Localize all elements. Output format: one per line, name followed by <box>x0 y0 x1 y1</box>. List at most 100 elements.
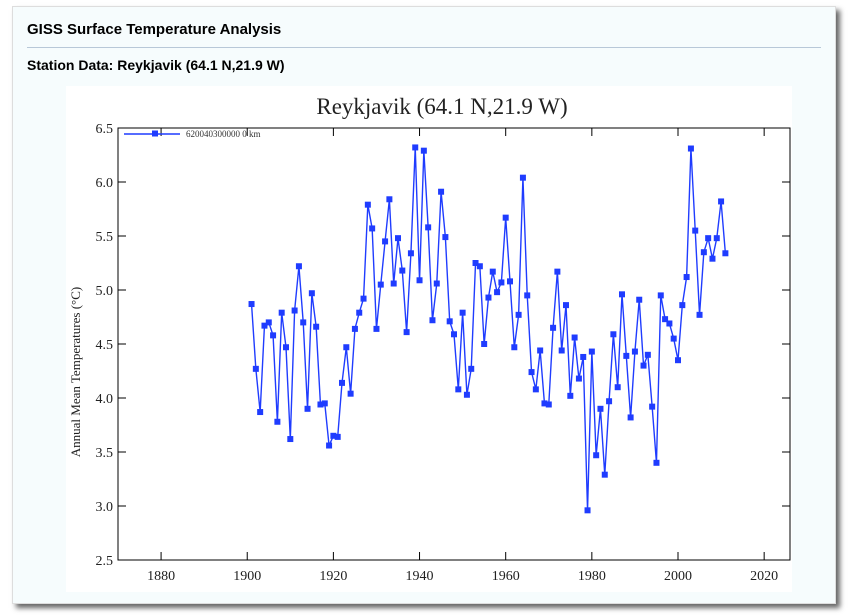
data-point <box>317 401 324 408</box>
data-point <box>399 267 406 274</box>
data-point <box>580 353 587 360</box>
data-point <box>369 225 376 232</box>
temperature-chart: Reykjavik (64.1 N,21.9 W) Annual Mean Te… <box>66 86 792 592</box>
data-point <box>308 290 315 297</box>
y-tick-label: 6.5 <box>96 122 114 137</box>
x-tick-label: 1880 <box>147 569 175 584</box>
data-point <box>321 400 328 407</box>
data-point <box>489 268 496 275</box>
data-point <box>459 309 466 316</box>
data-point <box>252 365 259 372</box>
data-point <box>364 201 371 208</box>
data-point <box>356 309 363 316</box>
data-point <box>700 249 707 256</box>
data-point <box>351 325 358 332</box>
data-point <box>416 277 423 284</box>
data-point <box>610 331 617 338</box>
data-point <box>373 325 380 332</box>
y-tick-label: 4.5 <box>96 338 114 353</box>
data-point <box>692 227 699 234</box>
data-point <box>623 352 630 359</box>
data-point <box>554 268 561 275</box>
y-tick-label: 3.5 <box>96 446 114 461</box>
data-point <box>407 250 414 257</box>
data-point <box>601 471 608 478</box>
data-point <box>433 280 440 287</box>
data-point <box>511 344 518 351</box>
x-tick-label: 1960 <box>492 569 520 584</box>
legend-label: 620040300000 0 km <box>186 129 261 139</box>
data-point <box>330 432 337 439</box>
y-tick-label: 6.0 <box>96 176 114 191</box>
data-point <box>649 403 656 410</box>
data-point <box>476 263 483 270</box>
data-point <box>265 319 272 326</box>
x-tick-label: 1900 <box>233 569 261 584</box>
data-point <box>343 344 350 351</box>
data-point <box>696 311 703 318</box>
x-tick-label: 2020 <box>750 569 778 584</box>
data-point <box>563 302 569 309</box>
data-point <box>382 238 389 245</box>
x-tick-label: 1980 <box>578 569 606 584</box>
data-point <box>248 301 255 308</box>
data-point <box>683 274 690 281</box>
data-point <box>545 401 552 408</box>
data-point <box>304 405 311 412</box>
data-point <box>386 196 393 203</box>
data-point <box>498 279 505 286</box>
data-point <box>507 278 513 285</box>
data-point <box>532 386 539 393</box>
data-point <box>675 357 681 364</box>
data-point <box>420 147 427 154</box>
data-point <box>588 348 595 355</box>
station-heading: Station Data: Reykjavik (64.1 N,21.9 W) <box>27 57 285 73</box>
data-point <box>537 347 544 354</box>
data-point <box>541 400 548 407</box>
data-point <box>339 379 345 386</box>
data-point <box>666 320 673 327</box>
data-point <box>558 347 565 354</box>
data-point <box>313 323 320 330</box>
y-tick-label: 3.0 <box>96 500 114 515</box>
data-point <box>291 307 298 314</box>
data-point <box>644 351 651 358</box>
x-tick-label: 2000 <box>664 569 692 584</box>
data-point <box>640 362 647 369</box>
data-point <box>670 335 677 342</box>
page-frame: GISS Surface Temperature Analysis Statio… <box>12 6 836 604</box>
data-point <box>481 341 488 347</box>
data-point <box>347 390 354 397</box>
data-point <box>425 224 432 231</box>
data-point <box>360 295 367 302</box>
x-tick-label: 1940 <box>406 569 434 584</box>
data-point <box>334 433 341 440</box>
data-point <box>274 418 281 425</box>
y-axis-label: Annual Mean Temperatures (°C) <box>68 287 83 457</box>
data-point <box>593 452 600 459</box>
data-point <box>455 386 462 393</box>
data-point <box>446 318 453 325</box>
data-point <box>619 291 625 298</box>
data-point <box>412 144 419 151</box>
legend: 620040300000 0 km <box>124 129 261 139</box>
data-point <box>463 391 470 398</box>
legend-marker <box>152 130 158 137</box>
x-tick-label: 1920 <box>319 569 347 584</box>
data-point <box>597 405 604 412</box>
data-point <box>377 281 384 288</box>
data-point <box>326 442 333 449</box>
data-point <box>550 324 557 331</box>
data-point <box>575 375 582 382</box>
data-point <box>485 294 492 301</box>
data-point <box>403 329 410 336</box>
data-point <box>295 263 302 270</box>
data-point <box>631 348 638 355</box>
data-point <box>261 322 268 329</box>
data-point <box>679 302 686 309</box>
data-point <box>438 188 445 195</box>
data-point <box>257 409 264 416</box>
data-point <box>657 292 664 299</box>
data-point <box>515 311 522 318</box>
data-point <box>287 436 294 443</box>
